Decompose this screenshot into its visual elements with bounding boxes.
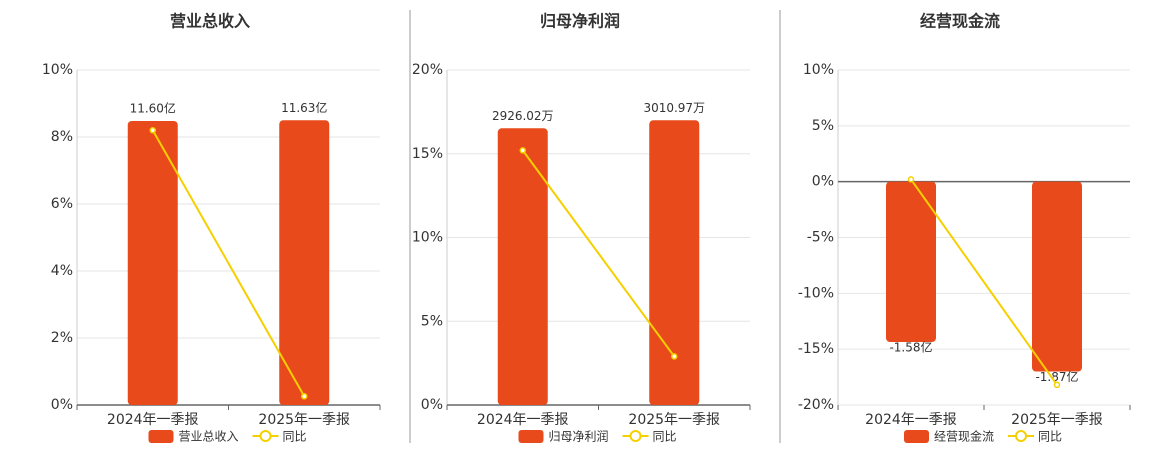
y-tick-label: -20%	[798, 397, 834, 413]
legend-label: 归母净利润	[549, 430, 609, 444]
line-point	[1053, 381, 1061, 389]
x-tick-label: 2025年一季报	[258, 412, 350, 428]
line-point	[149, 127, 156, 134]
x-tick-label: 2025年一季报	[1011, 412, 1103, 428]
legend-icon	[259, 430, 272, 442]
y-tick-label: 2%	[51, 330, 73, 346]
chart-title: 经营现金流	[920, 12, 1000, 31]
line-point	[907, 176, 915, 183]
value-label: 2926.02万	[492, 109, 554, 123]
legend-label: 营业总收入	[179, 430, 239, 444]
x-tick-label: 2024年一季报	[477, 412, 569, 428]
y-tick-label: -15%	[798, 341, 834, 357]
y-tick-label: 5%	[421, 313, 443, 329]
x-tick-label: 2024年一季报	[107, 412, 199, 428]
y-tick-label: 0%	[421, 397, 443, 413]
value-label: -1.58亿	[889, 340, 932, 355]
value-label: 11.63亿	[281, 100, 327, 115]
legend-icon	[518, 430, 544, 443]
legend-label: 经营现金流	[934, 429, 994, 444]
y-tick-label: 10%	[42, 62, 73, 78]
x-tick-label: 2024年一季报	[865, 412, 957, 428]
legend-icon	[629, 430, 642, 442]
line-point	[301, 393, 308, 400]
line	[910, 178, 1058, 386]
bar	[127, 120, 178, 405]
chart-title: 营业总收入	[170, 12, 250, 31]
value-label: 11.60亿	[130, 100, 176, 115]
legend-label: 同比	[653, 430, 677, 444]
y-tick-label: -10%	[798, 285, 834, 301]
y-tick-label: 0%	[812, 174, 834, 190]
y-tick-label: 6%	[51, 196, 73, 212]
line-point	[519, 147, 526, 154]
y-tick-label: 8%	[51, 129, 73, 145]
y-tick-label: 4%	[51, 263, 73, 279]
y-tick-label: 10%	[803, 62, 834, 78]
y-tick-label: 0%	[51, 397, 73, 413]
value-label: -1.87亿	[1035, 369, 1078, 384]
legend-label: 同比	[1038, 430, 1062, 444]
line	[151, 129, 306, 397]
bar	[497, 128, 548, 405]
legend-label: 同比	[283, 430, 307, 444]
line	[521, 149, 676, 358]
bar	[279, 120, 330, 405]
legend-icon	[1015, 430, 1028, 442]
line-point	[671, 353, 678, 360]
value-label: 3010.97万	[643, 101, 705, 115]
x-tick-label: 2025年一季报	[628, 412, 720, 428]
bar	[886, 181, 936, 343]
y-tick-label: -5%	[807, 230, 834, 246]
bar	[1032, 181, 1082, 372]
chart-title: 归母净利润	[540, 12, 620, 31]
y-tick-label: 10%	[412, 230, 443, 246]
legend-icon	[148, 430, 174, 443]
legend-icon	[904, 430, 929, 443]
y-tick-label: 5%	[812, 118, 834, 134]
y-tick-label: 20%	[412, 62, 443, 78]
y-tick-label: 15%	[412, 146, 443, 162]
bar	[649, 120, 700, 405]
